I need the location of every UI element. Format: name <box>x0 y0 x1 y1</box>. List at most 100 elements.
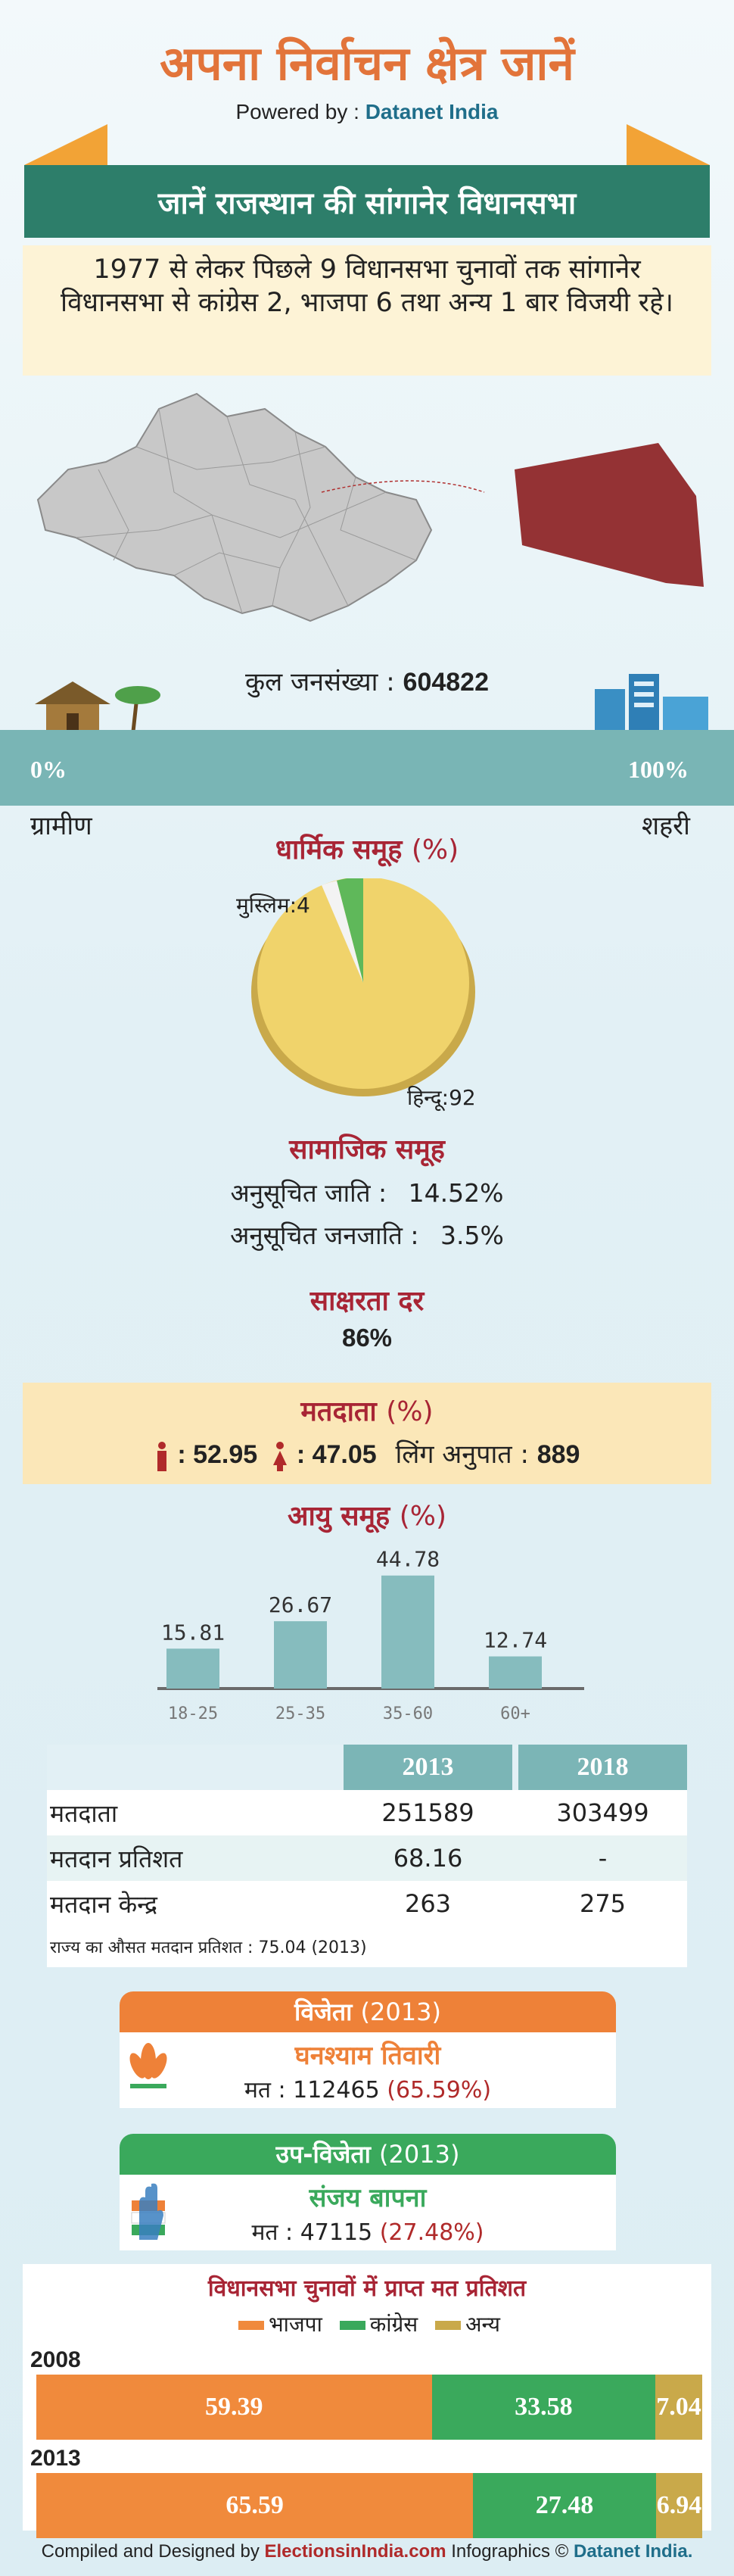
runnerup-heading: उप-विजेता <box>275 2140 371 2169</box>
rural-label: ग्रामीण <box>30 811 92 841</box>
age-bar-value: 15.81 <box>161 1620 225 1645</box>
female-percent: : 47.05 <box>296 1440 377 1469</box>
powered-by: Powered by : Datanet India <box>0 100 734 124</box>
urban-percent-right: 100% <box>628 756 689 783</box>
vote-share-legend: भाजपा कांग्रेस अन्य <box>0 2309 734 2338</box>
cell-2013: 263 <box>404 1889 452 1918</box>
vote-share-year: 2013 <box>30 2446 81 2471</box>
turnout-note: राज्य का औसत मतदान प्रतिशत : 75.04 (2013… <box>50 1938 367 1957</box>
legend-congress: कांग्रेस <box>369 2312 418 2337</box>
cell-2013: 251589 <box>381 1798 474 1827</box>
winner-header: विजेता (2013) <box>120 1991 616 2032</box>
legend-swatch-congress <box>339 2321 365 2330</box>
rajasthan-map <box>36 392 704 622</box>
intro-text: 1977 से लेकर पिछले 9 विधानसभा चुनावों तक… <box>61 254 673 318</box>
village-icon <box>35 681 160 732</box>
age-unit: (%) <box>399 1501 447 1532</box>
state-map-outline <box>36 392 433 622</box>
cell-2018: - <box>518 1835 687 1881</box>
religion-pie-chart <box>251 878 475 1096</box>
powered-by-label: Powered by : <box>235 100 359 123</box>
banner-ribbon-left <box>24 124 107 165</box>
constituency-banner: जानें राजस्थान की सांगानेर विधानसभा <box>24 165 710 238</box>
sc-label: अनुसूचित जाति : <box>230 1178 387 1208</box>
vote-share-segment: 7.04 <box>655 2375 702 2440</box>
runnerup-votes: मत : 47115 (27.48%) <box>120 2216 616 2247</box>
cell-2018: 303499 <box>556 1798 649 1827</box>
age-category-label: 60+ <box>500 1704 530 1723</box>
hindu-label: हिन्दू:92 <box>407 1085 476 1110</box>
vote-share-segment: 33.58 <box>431 2375 656 2440</box>
footer-compiled: Compiled and Designed by <box>41 2541 260 2562</box>
vote-share-segment: 59.39 <box>36 2375 432 2440</box>
vote-share-title: विधानसभा चुनावों में प्राप्त मत प्रतिशत <box>207 2275 527 2302</box>
row-label: मतदान केन्द्र <box>50 1889 158 1919</box>
population-value: 604822 <box>403 668 489 697</box>
social-title: सामाजिक समूह <box>289 1134 445 1165</box>
banner-ribbon-right <box>627 124 710 165</box>
age-bar-chart: 15.81 18-25 26.67 25-35 44.78 35-60 12.74 60+ <box>157 1547 584 1723</box>
voter-title: मतदाता <box>300 1396 377 1427</box>
age-category-label: 35-60 <box>383 1704 433 1723</box>
intro-box: 1977 से लेकर पिछले 9 विधानसभा चुनावों तक… <box>23 245 711 376</box>
district-lines <box>75 408 417 614</box>
vote-share-bar-row: 59.39 33.58 7.04 <box>36 2375 702 2440</box>
age-category-label: 25-35 <box>275 1704 325 1723</box>
footer-site: ElectionsinIndia.com <box>264 2541 446 2562</box>
election-table: 2013 2018 मतदाता 251589 303499 मतदान प्र… <box>47 1745 687 1967</box>
age-heading: आयु समूह (%) <box>0 1496 734 1533</box>
footer-brand: Datanet India. <box>574 2541 693 2562</box>
footer-infographics: Infographics © <box>451 2541 569 2562</box>
city-icon <box>595 674 708 731</box>
winner-heading: विजेता <box>294 1997 353 2026</box>
table-row: मतदान प्रतिशत 68.16 - <box>47 1835 687 1881</box>
congress-hand-icon <box>131 2183 166 2240</box>
winner-votes-count: मत : 112465 <box>244 2077 380 2104</box>
male-icon <box>157 1441 166 1471</box>
table-row: मतदान केन्द्र 263 275 <box>47 1881 687 1926</box>
vote-share-bars: 2008 59.39 33.58 7.04 2013 65.59 27.48 6.94 <box>30 2347 702 2538</box>
table-row: मतदाता 251589 303499 <box>47 1790 687 1835</box>
runnerup-card: संजय बापना मत : 47115 (27.48%) <box>120 2175 616 2250</box>
voter-heading: मतदाता (%) <box>0 1392 734 1429</box>
page-title: अपना निर्वाचन क्षेत्र जानें <box>160 36 574 91</box>
arrow-line <box>321 480 485 493</box>
legend-bjp: भाजपा <box>268 2312 322 2337</box>
pie-slice-other <box>322 881 363 983</box>
constituency-shape <box>515 443 704 587</box>
religion-heading: धार्मिक समूह (%) <box>0 830 734 867</box>
age-bar-value: 44.78 <box>376 1547 440 1572</box>
cell-2013: 68.16 <box>344 1835 512 1881</box>
age-bar-value: 26.67 <box>269 1592 332 1617</box>
voter-unit: (%) <box>386 1396 434 1427</box>
banner-text: जानें राजस्थान की सांगानेर विधानसभा <box>157 186 577 221</box>
population: कुल जनसंख्या : 604822 <box>0 663 734 698</box>
vote-share-segment: 27.48 <box>473 2473 656 2538</box>
male-percent: : 52.95 <box>177 1440 258 1469</box>
voter-stats: : 52.95 : 47.05 लिंग अनुपात : 889 <box>0 1436 734 1471</box>
vote-share-bar-row: 65.59 27.48 6.94 <box>36 2473 702 2538</box>
pie-slice-hindu <box>257 878 469 1089</box>
literacy-value: 86% <box>341 1324 393 1352</box>
sex-ratio-label: लिंग अनुपात : <box>395 1439 529 1470</box>
age-bar <box>274 1621 327 1689</box>
vote-share-segment: 6.94 <box>655 2473 702 2538</box>
cell-2018: 275 <box>579 1889 627 1918</box>
sex-ratio-value: 889 <box>537 1440 580 1469</box>
sc-value: 14.52% <box>408 1178 504 1208</box>
row-label: मतदाता <box>50 1798 118 1828</box>
rural-percent-left: 0% <box>30 756 67 783</box>
legend-swatch-bjp <box>238 2321 264 2330</box>
sc-row: अनुसूचित जाति : 14.52% <box>0 1175 734 1209</box>
year-header-2018: 2018 <box>518 1745 687 1790</box>
literacy-title: साक्षरता दर <box>309 1286 425 1317</box>
winner-name: घनश्याम तिवारी <box>294 2041 441 2071</box>
year-header-2013: 2013 <box>344 1745 512 1790</box>
urban-label: शहरी <box>642 811 690 841</box>
religion-unit: (%) <box>411 834 459 865</box>
religion-title: धार्मिक समूह <box>275 834 403 865</box>
runnerup-votes-percent: (27.48%) <box>379 2219 484 2246</box>
winner-card: घनश्याम तिवारी मत : 112465 (65.59%) <box>120 2032 616 2108</box>
st-value: 3.5% <box>440 1221 504 1250</box>
vote-share-year: 2008 <box>30 2347 81 2372</box>
